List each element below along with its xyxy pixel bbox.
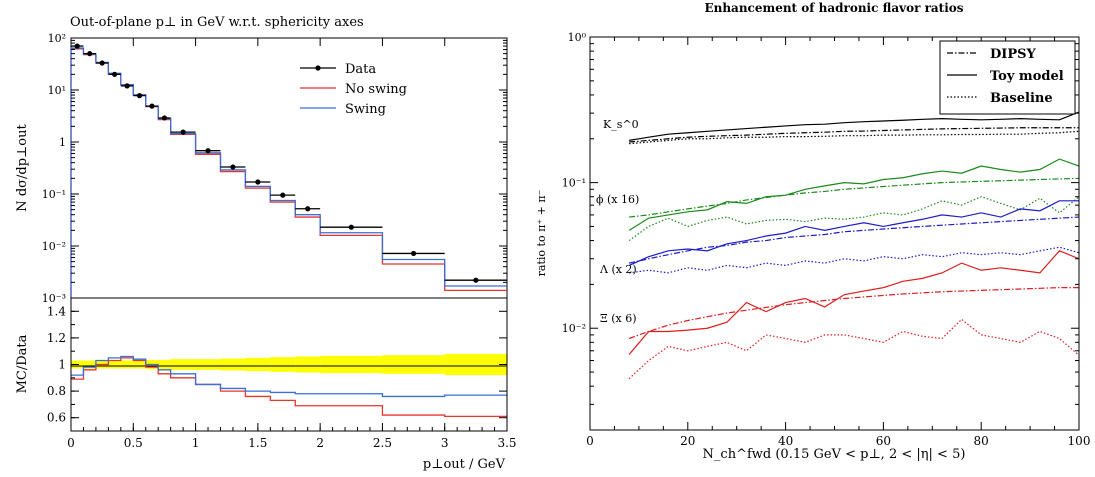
data-point [410, 250, 417, 257]
flavor-line-toy [628, 250, 1080, 355]
uncertainty-band [444, 353, 507, 376]
hist-swing [70, 47, 507, 298]
xtick-label: 2 [316, 436, 324, 450]
data-point [136, 93, 143, 99]
uncertainty-band [158, 359, 171, 370]
uncertainty-band [295, 356, 321, 373]
left-top-ytick-label: 10⁻¹ [42, 188, 66, 201]
uncertainty-band [220, 358, 246, 371]
left-xlabel: p⊥out / GeV [423, 457, 506, 472]
data-point [473, 277, 479, 283]
uncertainty-band [108, 360, 121, 369]
flavor-line-dipsy [629, 127, 1079, 143]
right-title: Enhancement of hadronic flavor ratios [704, 1, 963, 15]
data-point [180, 129, 186, 135]
group-label: K_s^0 [603, 118, 639, 131]
legend-label: Data [345, 62, 376, 77]
left-top-ytick-label: 1 [59, 136, 66, 149]
left-ratio-ylabel: MC/Data [15, 334, 30, 393]
group-label: Λ (x 2) [599, 263, 637, 276]
uncertainty-band [133, 360, 146, 369]
xtick-label: 0 [67, 436, 75, 450]
left-top-ytick-label: 10⁻² [42, 240, 66, 253]
flavor-line-dipsy [628, 287, 1079, 340]
flavor-line-toy [629, 111, 1080, 141]
flavor-line-toy [628, 200, 1079, 266]
left-top-ytick-label: 10² [48, 32, 66, 45]
uncertainty-band [382, 355, 445, 374]
data-point [124, 83, 130, 89]
xtick-label: 2.5 [373, 436, 392, 450]
ratio-ytick-label: 1.4 [47, 304, 66, 318]
right-xtick-label: 80 [974, 434, 989, 448]
data-point [255, 179, 261, 185]
data-point [205, 148, 211, 154]
right-legend-label: DIPSY [990, 47, 1037, 62]
left-ratio-panel: 0.6 0.8 1 1.2 1.4 0 0.5 1 1.5 2 2.5 3 3.5 MC/Data p… [15, 38, 517, 472]
left-top-panel: Out-of-plane p⊥ in GeV w.r.t. sphericity… [15, 15, 508, 305]
uncertainty-band [170, 359, 196, 370]
uncertainty-band [270, 357, 296, 372]
legend-label: No swing [345, 82, 407, 97]
data-point [161, 115, 168, 121]
data-point [280, 192, 286, 198]
uncertainty-band [83, 360, 96, 369]
uncertainty-band [320, 355, 383, 374]
data-point [112, 71, 118, 77]
ratio-swing [71, 355, 507, 398]
flavor-line-dipsy [629, 177, 1080, 218]
ratio-ytick-label: 0.8 [47, 384, 66, 398]
hist-no-swing [70, 48, 507, 298]
right-legend-label: Toy model [990, 69, 1064, 84]
group-label: ϕ (x 16) [596, 193, 639, 206]
left-top-ylabel: N dσ/dp⊥out [15, 124, 30, 212]
right-xtick-label: 40 [778, 434, 793, 448]
flavor-line-toy [628, 158, 1080, 231]
right-ytick-label: 10⁻² [562, 322, 586, 335]
uncertainty-band [245, 357, 271, 372]
data-point [74, 43, 80, 49]
right-legend-label: Baseline [990, 91, 1053, 106]
ratio-ytick-label: 1 [58, 358, 66, 372]
right-ylabel: ratio to π⁺ + π⁻ [535, 189, 548, 276]
right-xtick-label: 100 [1068, 434, 1091, 448]
right-xtick-label: 60 [876, 434, 891, 448]
xtick-label: 1 [192, 436, 200, 450]
ratio-no-swing [71, 357, 507, 418]
group-label: Ξ (x 6) [600, 312, 637, 325]
uncertainty-band [120, 360, 134, 369]
data-point [99, 60, 105, 66]
right-xtick-label: 0 [586, 434, 594, 448]
data-point [305, 206, 311, 212]
flavor-line-baseline [628, 196, 1080, 242]
xtick-label: 1.5 [248, 436, 267, 450]
flavor-line-baseline [628, 318, 1080, 380]
right-ytick-label: 10⁻¹ [562, 177, 586, 190]
left-top-ytick-label: 10⁻³ [42, 292, 66, 305]
legend-marker [315, 65, 321, 71]
right-xlabel: N_ch^fwd (0.15 GeV < p⊥, 2 < |η| < 5) [703, 447, 966, 462]
left-title: Out-of-plane p⊥ in GeV w.r.t. sphericity… [70, 15, 364, 30]
flavor-line-baseline [629, 246, 1080, 274]
ratio-ytick-label: 0.6 [47, 411, 66, 425]
data-point [87, 51, 93, 57]
flavor-line-baseline [629, 130, 1080, 145]
legend-label: Swing [345, 102, 386, 117]
data-point [230, 164, 236, 170]
xtick-label: 0.5 [124, 436, 143, 450]
left-top-ytick-label: 10¹ [48, 84, 66, 97]
right-panel: Enhancement of hadronic flavor ratios 0 2… [535, 1, 1090, 462]
right-xtick-label: 20 [680, 434, 695, 448]
data-point [348, 224, 354, 230]
flavor-line-dipsy [628, 216, 1080, 264]
uncertainty-band [195, 359, 221, 370]
xtick-label: 3 [441, 436, 449, 450]
xtick-label: 3.5 [497, 436, 516, 450]
ratio-ytick-label: 1.2 [47, 331, 66, 345]
right-ytick-label: 10⁰ [568, 31, 587, 44]
data-point [149, 103, 155, 109]
